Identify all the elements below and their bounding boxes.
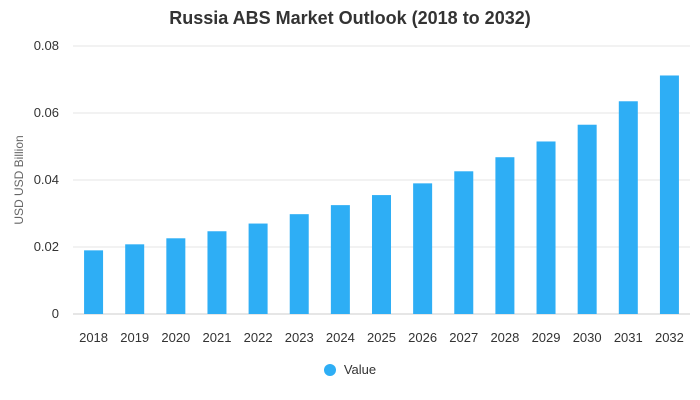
x-axis-ticks: 2018 2019 2020 2021 2022 2023 2024 2025 2026 2027… [79, 330, 684, 345]
bar-2026[interactable] [413, 183, 433, 314]
x-tick-label: 2026 [408, 330, 437, 345]
bar-2029[interactable] [536, 141, 556, 314]
y-tick-label: 0.08 [34, 38, 59, 53]
x-tick-label: 2032 [655, 330, 684, 345]
bar-2030[interactable] [577, 124, 597, 314]
bar-2025[interactable] [372, 195, 391, 314]
x-tick-label: 2023 [285, 330, 314, 345]
legend[interactable]: Value [0, 362, 700, 377]
chart-title: Russia ABS Market Outlook (2018 to 2032) [169, 8, 531, 28]
x-tick-label: 2019 [120, 330, 149, 345]
bar-2024[interactable] [330, 205, 350, 314]
y-tick-label: 0.02 [34, 239, 59, 254]
y-axis-title: USD USD Billion [12, 135, 26, 224]
y-tick-label: 0.04 [34, 172, 59, 187]
legend-label: Value [343, 362, 377, 377]
bar-2022[interactable] [248, 223, 268, 314]
x-tick-label: 2020 [161, 330, 190, 345]
bar-2028[interactable] [495, 157, 515, 314]
bar-2031[interactable] [618, 101, 638, 315]
y-axis-ticks: 0 0.02 0.04 0.06 0.08 [34, 38, 59, 321]
x-tick-label: 2024 [326, 330, 355, 345]
bars [84, 75, 679, 315]
legend-swatch [323, 363, 336, 376]
x-tick-label: 2030 [573, 330, 602, 345]
x-tick-label: 2027 [449, 330, 478, 345]
x-tick-label: 2021 [203, 330, 232, 345]
bar-2023[interactable] [289, 214, 309, 314]
bar-2032[interactable] [659, 75, 679, 314]
bar-2021[interactable] [207, 231, 227, 314]
x-tick-label: 2018 [79, 330, 108, 345]
bar-2027[interactable] [454, 171, 474, 314]
y-tick-label: 0.06 [34, 105, 59, 120]
x-tick-label: 2031 [614, 330, 643, 345]
x-tick-label: 2022 [244, 330, 273, 345]
bar-2020[interactable] [166, 238, 186, 314]
bar-2018[interactable] [84, 250, 104, 314]
x-tick-label: 2028 [490, 330, 519, 345]
x-tick-label: 2029 [532, 330, 561, 345]
bar-2019[interactable] [125, 244, 145, 314]
y-tick-label: 0 [52, 306, 59, 321]
x-tick-label: 2025 [367, 330, 396, 345]
